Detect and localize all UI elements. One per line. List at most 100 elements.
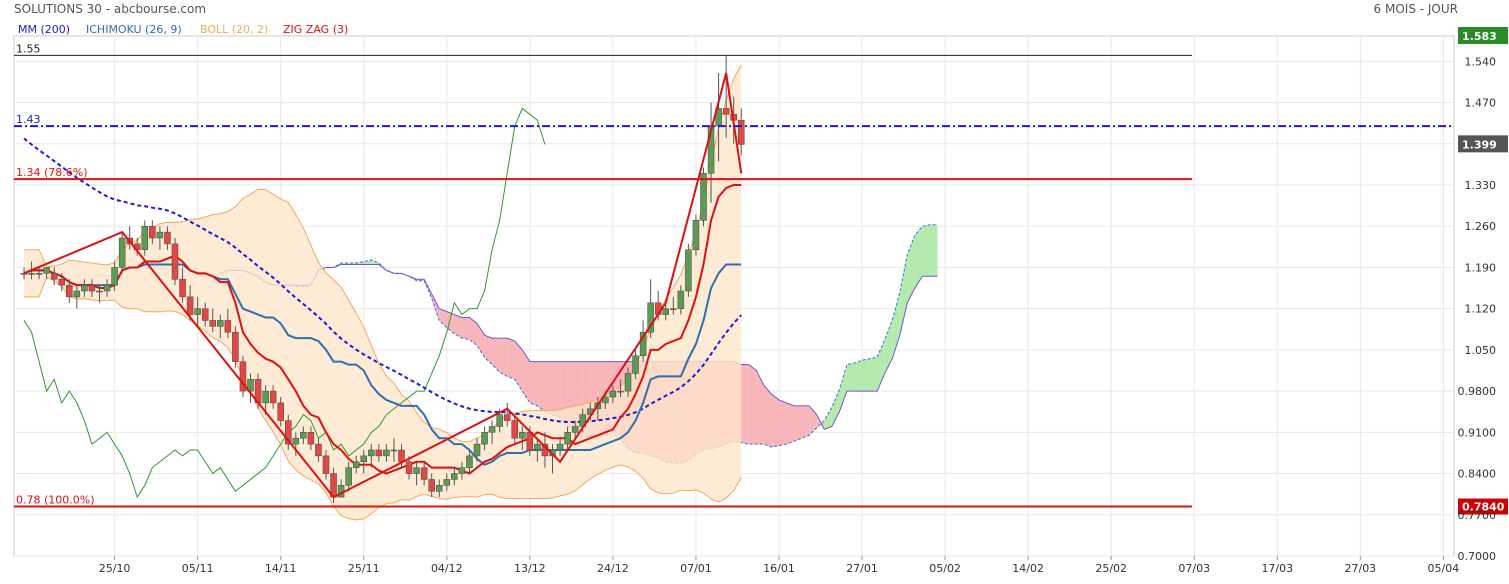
candle: [556, 438, 564, 456]
y-tick-label: 1.330: [1465, 179, 1497, 192]
x-tick-label: 17/03: [1261, 562, 1293, 575]
cloud-segment: [862, 358, 870, 392]
candle: [722, 55, 730, 138]
candle-body: [647, 302, 654, 333]
candle: [201, 302, 209, 327]
cloud-segment: [779, 399, 787, 446]
candle-body: [677, 290, 685, 309]
y-tick-label: 0.9100: [1458, 426, 1497, 439]
candle: [685, 243, 692, 297]
candle-body: [481, 432, 488, 445]
candle-body: [164, 231, 171, 245]
cloud-segment: [869, 357, 878, 392]
candle: [149, 220, 156, 244]
level-label: 1.55: [16, 42, 41, 55]
candle: [103, 279, 111, 297]
cloud-segment: [930, 224, 938, 277]
cloud-segment: [507, 338, 515, 380]
candle: [670, 296, 677, 315]
candle-body: [58, 278, 65, 286]
candle-body: [186, 296, 194, 315]
cloud-segment: [492, 338, 500, 372]
candle-body: [179, 278, 186, 298]
cloud-segment: [846, 363, 855, 392]
candle-body: [149, 225, 156, 239]
x-tick-label: 24/12: [597, 562, 629, 575]
candle: [269, 385, 277, 409]
candle: [58, 273, 65, 291]
candle: [534, 438, 541, 462]
candle-body: [738, 119, 745, 145]
candle: [647, 279, 654, 339]
level-label: 1.34 (78.6%): [16, 166, 88, 179]
candle-body: [360, 455, 367, 463]
y-axis: 1.5401.4701.4001.3301.2601.1901.1201.050…: [1458, 27, 1508, 563]
candle-body: [443, 479, 451, 486]
candle-body: [722, 108, 730, 115]
x-tick-label: 07/01: [680, 562, 712, 575]
candle-body: [345, 467, 352, 486]
cloud-segment: [824, 407, 832, 430]
x-tick-label: 07/03: [1178, 562, 1210, 575]
x-tick-label: 05/04: [1428, 562, 1460, 575]
candle-body: [398, 449, 405, 463]
candle-body: [571, 426, 579, 433]
candle-body: [156, 231, 164, 239]
x-tick-label: 05/02: [929, 562, 961, 575]
candle-body: [692, 220, 700, 251]
cloud-segment: [763, 385, 772, 448]
candle-body: [534, 443, 541, 451]
level-label: 0.78 (100.0%): [16, 494, 95, 507]
high-price-tag-text: 1.583: [1462, 30, 1497, 43]
high-price-tag: [1458, 27, 1508, 44]
candle-body: [269, 390, 277, 404]
candle-body: [413, 467, 420, 474]
cloud-segment: [756, 370, 764, 445]
candle: [707, 102, 715, 203]
candle-body: [383, 449, 390, 457]
candle-body: [88, 284, 96, 292]
candle-body: [624, 373, 632, 392]
x-axis: 25/10 05/11 14/11 25/11 04/12 13/12 24/12 07/01…: [99, 556, 1460, 575]
candle-body: [300, 432, 307, 439]
candle: [375, 444, 383, 462]
y-tick-label: 1.120: [1465, 303, 1497, 316]
y-tick-label: 0.7000: [1458, 550, 1497, 563]
candle-body: [239, 361, 247, 392]
candle: [322, 449, 330, 480]
x-tick-label: 25/02: [1095, 562, 1127, 575]
candle-body: [50, 273, 58, 280]
cloud-segment: [454, 314, 462, 339]
candle: [624, 367, 632, 397]
candle: [700, 167, 707, 227]
legend-boll: BOLL (20, 2): [200, 23, 268, 36]
candle: [692, 214, 700, 256]
candle: [217, 314, 224, 339]
candle: [292, 432, 300, 456]
candle: [420, 461, 428, 486]
y-tick-label: 0.9800: [1458, 385, 1497, 398]
candle-body: [277, 402, 284, 421]
cloud-segment: [831, 389, 840, 427]
kijun-sen: [23, 263, 742, 466]
chart-title: SOLUTIONS 30 - abcbourse.com: [14, 2, 206, 16]
cloud-segment: [439, 308, 447, 328]
candle-body: [81, 284, 88, 292]
candle-body: [322, 455, 330, 474]
candle: [179, 267, 186, 303]
candle: [360, 449, 367, 474]
candle: [247, 373, 254, 403]
candle-body: [247, 379, 254, 392]
candle-body: [201, 308, 209, 321]
candle-body: [217, 320, 224, 327]
candle-body: [111, 267, 118, 286]
cloud-segment: [552, 361, 561, 418]
candle: [73, 285, 81, 309]
legend-mm: MM (200): [18, 23, 70, 36]
candle-body: [209, 320, 216, 327]
candle: [307, 426, 315, 450]
candle-body: [232, 331, 239, 362]
candle: [632, 349, 639, 380]
candle-body: [609, 390, 617, 398]
